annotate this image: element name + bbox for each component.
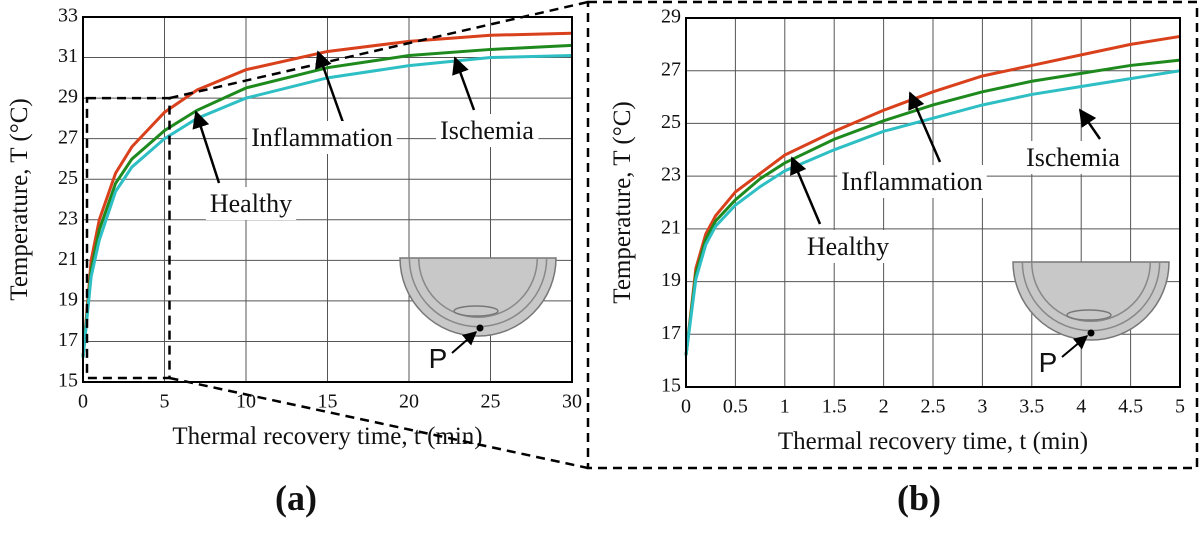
x-tick-label: 20 (399, 391, 419, 413)
inset-diagram: P (399, 257, 557, 374)
annotation-arrow (1078, 108, 1102, 140)
y-tick-label: 23 (661, 164, 681, 186)
y-tick-label: 31 (58, 45, 78, 67)
point-p (1087, 329, 1095, 337)
inset-layer (1030, 261, 1152, 323)
annotation: Ischemia (1026, 143, 1120, 172)
x-tick-label: 5 (160, 391, 170, 413)
y-tick-label: 19 (58, 288, 78, 310)
y-tick-label: 27 (661, 58, 681, 80)
y-tick-label: 19 (661, 269, 681, 291)
annotation-arrow (192, 110, 221, 184)
annotation: Inflammation (841, 167, 983, 196)
y-tick-label: 21 (58, 248, 78, 270)
y-tick-label: 17 (58, 329, 78, 351)
x-tick-label: 0 (78, 391, 88, 413)
x-axis-label: Thermal recovery time, t (min) (172, 423, 482, 450)
y-axis-label: Temperature, T (°C) (609, 101, 636, 303)
y-tick-label: 25 (661, 111, 681, 133)
inset-body (1012, 261, 1170, 341)
x-tick-label: 5 (1175, 396, 1185, 418)
x-axis-label: Thermal recovery time, t (min) (778, 428, 1088, 455)
plot-frame (685, 17, 1181, 388)
y-tick-label: 29 (58, 86, 78, 108)
y-tick-label: 33 (58, 5, 78, 27)
annotation: Inflammation (251, 123, 393, 152)
annotation: Healthy (210, 189, 292, 218)
annotation-arrow (452, 56, 476, 111)
point-label: P (429, 343, 448, 374)
annotation-arrow (790, 156, 822, 225)
x-tick-label: 15 (318, 391, 338, 413)
panel-label: (a) (275, 478, 317, 518)
series-line (684, 34, 1181, 356)
y-tick-label: 15 (58, 370, 78, 392)
point-label: P (1039, 347, 1058, 378)
point-arrow (1061, 335, 1089, 358)
annotation-bg (837, 165, 987, 198)
y-tick-label: 29 (661, 6, 681, 28)
x-tick-label: 2 (879, 396, 889, 418)
series-line (684, 69, 1181, 356)
x-tick-label: 0.5 (723, 396, 748, 418)
x-tick-label: 2.5 (921, 396, 946, 418)
y-tick-label: 17 (661, 322, 681, 344)
x-tick-label: 1 (780, 396, 790, 418)
point-arrow (451, 331, 478, 354)
y-tick-label: 27 (58, 126, 78, 148)
inset-organ (1066, 309, 1112, 321)
x-tick-label: 1.5 (822, 396, 847, 418)
annotation-bg (436, 114, 539, 147)
inset-layer (417, 257, 539, 319)
series-line (81, 54, 573, 358)
annotation-arrow (908, 91, 942, 163)
y-tick-label: 25 (58, 167, 78, 189)
x-tick-label: 3 (977, 396, 987, 418)
x-tick-label: 4 (1076, 396, 1086, 418)
x-tick-label: 0 (681, 396, 691, 418)
inset-diagram: P (1012, 261, 1170, 378)
annotation-bg (802, 230, 894, 263)
zoom-connector (169, 0, 589, 100)
y-tick-label: 15 (661, 375, 681, 397)
x-tick-label: 25 (481, 391, 501, 413)
inset-body (399, 257, 557, 337)
series-line (81, 43, 573, 358)
y-axis-label: Temperature, T (°C) (6, 98, 33, 300)
annotation: Healthy (807, 232, 889, 261)
y-tick-label: 23 (58, 207, 78, 229)
annotation-arrow (315, 50, 347, 129)
inset-organ (453, 305, 499, 317)
panel-label: (b) (897, 478, 941, 518)
x-tick-label: 30 (562, 391, 582, 413)
annotation-bg (247, 121, 397, 154)
zoom-connector (169, 376, 589, 470)
zoom-frame (586, 0, 1199, 470)
plot-frame (82, 16, 573, 383)
x-tick-label: 4.5 (1118, 396, 1143, 418)
x-tick-label: 3.5 (1019, 396, 1044, 418)
point-p (476, 324, 484, 332)
y-tick-label: 21 (661, 216, 681, 238)
annotation: Ischemia (440, 116, 534, 145)
annotation-bg (205, 187, 297, 220)
annotation-bg (1022, 141, 1125, 174)
series-line (684, 58, 1181, 356)
